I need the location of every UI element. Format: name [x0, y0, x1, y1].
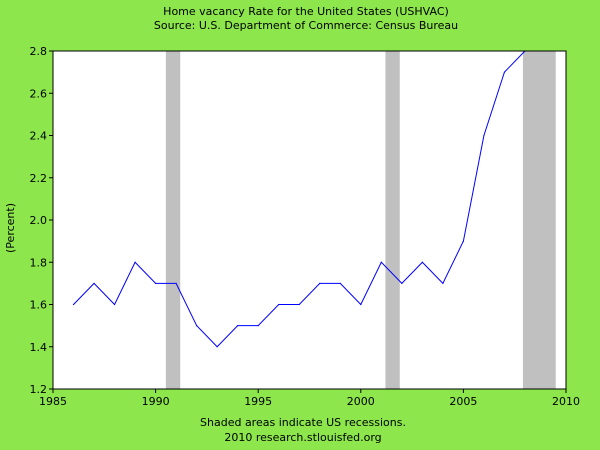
data-point — [483, 134, 485, 137]
data-point — [196, 325, 198, 327]
x-tick-label: 1995 — [244, 395, 272, 408]
data-point — [93, 282, 95, 284]
data-point — [72, 303, 75, 306]
data-point — [113, 303, 116, 306]
chart-subtitle: Source: U.S. Department of Commerce: Cen… — [154, 19, 458, 32]
y-tick-label: 1.8 — [30, 256, 48, 269]
y-tick-label: 2.6 — [30, 87, 48, 100]
data-point — [155, 282, 157, 284]
data-point — [401, 282, 403, 284]
x-tick-label: 1985 — [39, 395, 67, 408]
credit-text: 2010 research.stlouisfed.org — [224, 431, 381, 444]
x-axis: 1985 1990 1995 2000 2005 2010 — [39, 389, 580, 408]
data-point — [462, 240, 464, 242]
y-tick-label: 2.8 — [30, 45, 48, 58]
plot-area — [53, 51, 566, 389]
x-tick-label: 2000 — [347, 395, 375, 408]
data-point — [421, 261, 423, 263]
data-point — [298, 303, 300, 306]
data-point — [257, 325, 259, 327]
data-point — [442, 282, 444, 284]
y-tick-label: 2.0 — [30, 214, 48, 227]
data-point — [175, 282, 177, 284]
data-point — [360, 303, 362, 306]
recession-band — [385, 51, 400, 389]
x-tick-label: 2005 — [449, 395, 477, 408]
data-point — [237, 325, 239, 327]
data-point — [134, 261, 136, 263]
y-tick-label: 2.4 — [30, 130, 48, 143]
recession-band — [165, 51, 181, 389]
recession-shading — [165, 51, 556, 389]
chart-title: Home vacancy Rate for the United States … — [163, 5, 449, 18]
y-tick-label: 2.2 — [30, 172, 48, 185]
data-point — [380, 261, 382, 263]
recession-band — [522, 51, 556, 389]
x-tick-label: 1990 — [142, 395, 170, 408]
series-layer — [72, 50, 526, 348]
data-point — [216, 346, 218, 348]
y-tick-label: 1.4 — [30, 341, 48, 354]
x-tick-label: 2010 — [552, 395, 580, 408]
data-point — [503, 71, 506, 73]
y-axis-label: (Percent) — [4, 203, 17, 253]
data-point — [319, 282, 321, 284]
data-point — [339, 282, 341, 284]
y-axis: 1.2 1.4 1.6 1.8 2.0 2.2 2.4 2.6 2.8 — [30, 45, 53, 396]
data-point — [278, 303, 280, 306]
recession-footnote: Shaded areas indicate US recessions. — [200, 416, 406, 429]
y-tick-label: 1.6 — [30, 299, 48, 312]
y-tick-label: 1.2 — [30, 383, 48, 396]
